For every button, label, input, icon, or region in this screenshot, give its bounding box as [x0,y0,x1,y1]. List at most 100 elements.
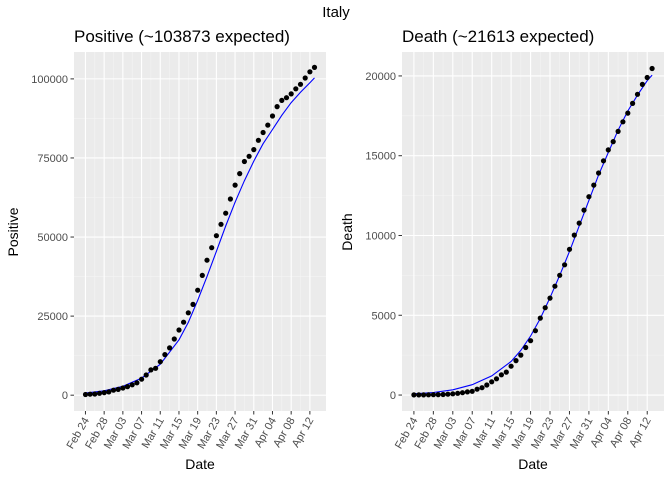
positive-data-point [101,390,107,396]
positive-data-point [255,137,261,143]
positive-data-point [209,245,215,251]
positive-data-point [223,210,229,216]
positive-y-axis-title: Positive [5,207,21,256]
death-data-point [425,392,432,398]
positive-data-point [293,86,299,92]
positive-y-tick-label: 50000 [37,232,68,244]
death-data-point [605,147,611,153]
death-data-point [532,328,539,334]
positive-data-point [213,233,219,239]
positive-data-point [302,75,308,81]
positive-data-point [139,376,145,382]
death-data-point [416,392,422,398]
positive-data-point [265,122,271,128]
positive-data-point [185,310,191,316]
positive-chart: Positive (~103873 expected) 0 25000 50000 7… [5,27,326,472]
positive-y-tick-label: 25000 [37,311,68,323]
positive-data-point [195,287,201,293]
death-x-axis-title: Date [518,456,548,472]
positive-data-point [307,69,313,75]
positive-x-axis-title: Date [185,456,215,472]
positive-data-point [181,319,187,325]
death-data-point [455,390,461,396]
death-data-point [620,119,626,125]
positive-data-point [274,104,280,110]
death-y-tick-label: 0 [390,390,396,402]
death-data-point [464,389,470,395]
positive-data-point [204,257,210,263]
positive-data-point [82,391,89,398]
death-data-point [557,272,563,278]
positive-data-point [283,95,290,101]
death-data-point [469,388,475,394]
death-data-point [435,392,441,398]
positive-gridlines [74,52,326,411]
death-data-point [634,91,641,97]
positive-y-tick-label: 75000 [37,153,68,165]
death-data-point [421,392,427,398]
positive-data-point [227,196,233,202]
death-y-tick-label: 5000 [372,310,396,322]
death-data-point [523,344,529,351]
death-data-point [542,305,548,311]
positive-data-point [92,391,98,397]
death-data-point [639,81,646,87]
death-data-point [518,352,524,358]
death-data-point [576,220,582,226]
death-data-point [610,139,616,145]
positive-data-point [110,387,117,393]
positive-data-point [87,391,93,397]
death-data-point [440,391,446,398]
positive-data-point [120,385,126,391]
death-data-point [600,158,607,164]
positive-data-point [171,336,177,342]
positive-chart-title: Positive (~103873 expected) [74,27,290,46]
death-data-point [484,382,490,388]
death-chart: Death (~21613 expected) 0 5000 10000 15000 2… [339,27,664,472]
positive-data-point [96,390,103,396]
positive-data-point [167,345,173,351]
positive-data-point [297,81,304,87]
death-data-point [479,385,485,391]
positive-data-point [311,64,318,70]
positive-data-point [279,97,285,103]
death-data-point [430,392,436,398]
death-y-axis: 0 5000 10000 15000 20000 [365,71,402,402]
death-data-point [625,110,631,116]
death-data-point [498,372,504,378]
positive-data-point [106,389,112,395]
positive-data-point [143,372,149,378]
death-data-point [596,170,602,176]
death-chart-title: Death (~21613 expected) [402,27,594,46]
death-data-point [528,338,534,344]
death-data-point [537,315,543,321]
death-data-point [630,100,636,106]
positive-data-point [269,113,276,119]
death-data-point [489,379,495,385]
death-data-point [552,283,558,289]
death-y-tick-label: 20000 [365,71,396,83]
positive-data-point [218,221,224,227]
positive-data-point [232,182,238,188]
death-y-axis-title: Death [339,213,355,250]
death-data-point [450,391,456,397]
positive-data-point [134,380,140,386]
death-gridlines [402,52,664,411]
positive-data-point [251,147,257,153]
death-data-point [615,128,621,134]
death-data-point [513,358,519,364]
positive-data-point [237,171,243,177]
death-data-point [459,390,466,396]
death-data-point [586,194,592,200]
positive-y-tick-label: 100000 [31,74,68,86]
positive-data-point [199,272,205,278]
positive-data-point [190,301,196,307]
death-data-point [566,246,573,252]
positive-data-point [176,327,182,333]
death-data-point [581,207,587,213]
death-data-point [644,74,650,81]
death-data-point [445,391,451,397]
positive-data-point [246,153,252,159]
